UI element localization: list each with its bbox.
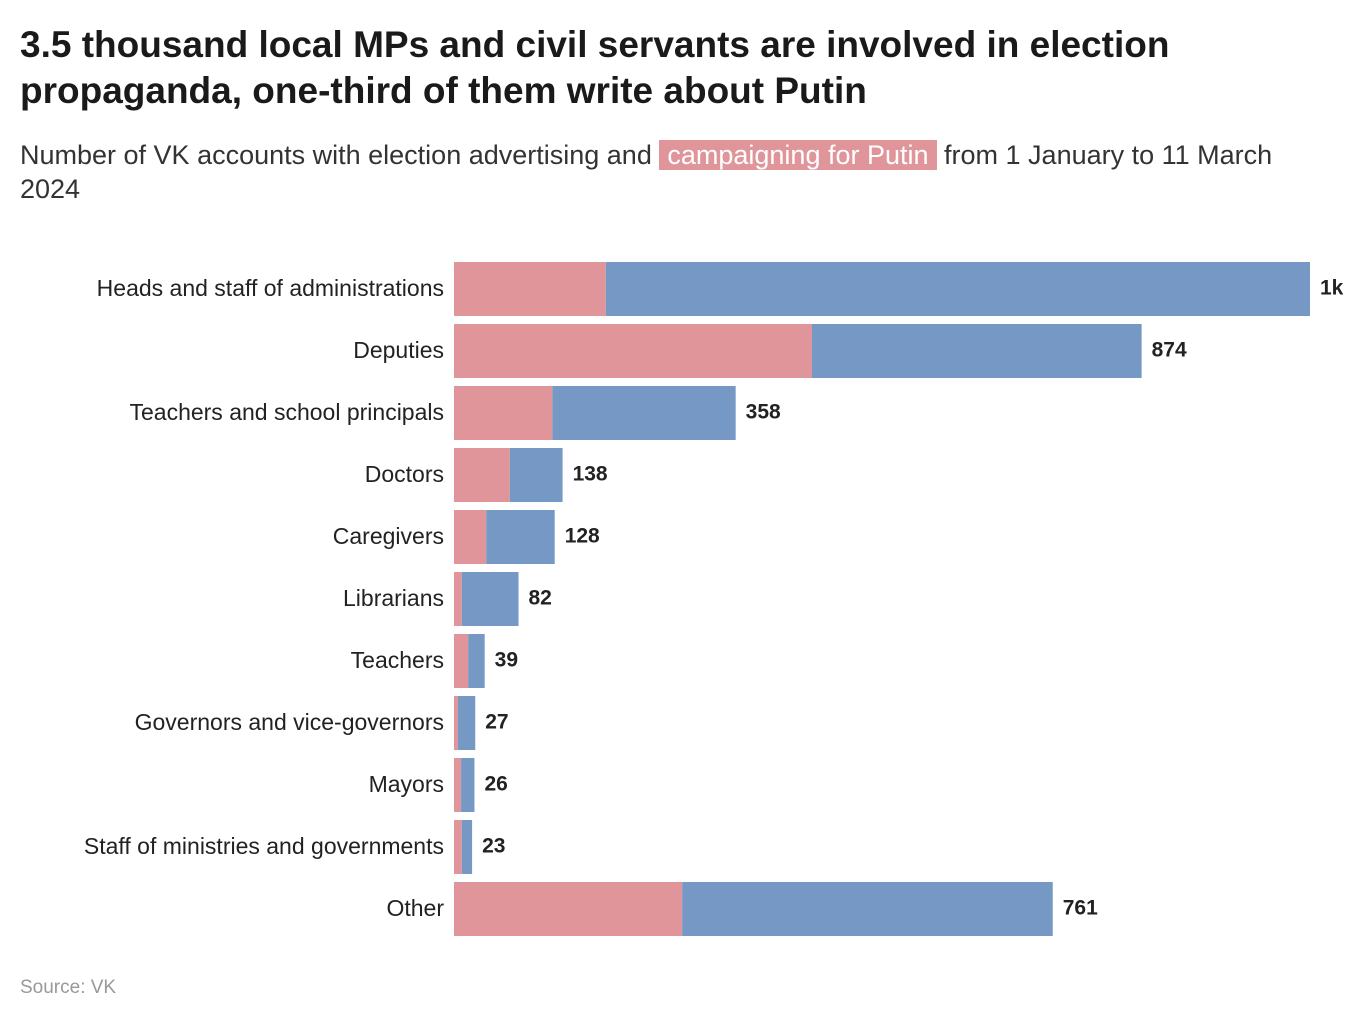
bar-segment <box>454 634 469 688</box>
bar-segment <box>454 324 812 378</box>
total-label: 27 <box>485 711 508 734</box>
bar-segment <box>486 510 555 564</box>
bar-segment <box>454 572 462 626</box>
y-tick-label: Doctors <box>365 461 444 487</box>
total-label: 874 <box>1152 339 1187 362</box>
bar-segment <box>552 386 736 440</box>
y-tick-label: Other <box>386 895 444 921</box>
total-label: 82 <box>529 587 552 610</box>
total-label: 358 <box>746 401 781 424</box>
bar-segment <box>454 882 683 936</box>
y-tick-label: Librarians <box>343 585 444 611</box>
bar-segment <box>454 820 462 874</box>
bar-segment <box>454 510 487 564</box>
bar-segment <box>461 572 519 626</box>
bar-segment <box>454 262 606 316</box>
y-tick-label: Teachers <box>351 647 444 673</box>
y-tick-label: Mayors <box>369 771 444 797</box>
y-tick-label: Governors and vice-governors <box>135 709 444 735</box>
bar-segment <box>461 820 473 874</box>
bar-segment <box>811 324 1142 378</box>
total-label: 128 <box>565 525 600 548</box>
subtitle-text: from 1 January to 11 March 2024 <box>20 140 1273 204</box>
y-tick-label: Caregivers <box>333 523 444 549</box>
total-label: 26 <box>484 773 507 796</box>
total-label: 761 <box>1063 897 1098 920</box>
bar-segment <box>454 386 553 440</box>
source: Source: VK <box>20 977 117 998</box>
bar-segment <box>682 882 1053 936</box>
bar-segment <box>461 758 475 812</box>
y-tick-label: Staff of ministries and governments <box>84 833 444 859</box>
y-tick-label: Deputies <box>353 337 444 363</box>
chart-title: 3.5 thousand local MPs and civil servant… <box>20 24 1170 111</box>
y-tick-label: Teachers and school principals <box>129 399 444 425</box>
total-label: 138 <box>573 463 608 486</box>
subtitle-text: Number of VK accounts with election adve… <box>20 140 652 170</box>
bar-segment <box>509 448 563 502</box>
total-label: 39 <box>495 649 518 672</box>
subtitle: Number of VK accounts with election adve… <box>20 138 1280 206</box>
y-tick-label: Heads and staff of administrations <box>97 275 444 301</box>
bar-segment <box>454 696 458 750</box>
bar-segment <box>605 262 1310 316</box>
bar-segment <box>468 634 485 688</box>
legend-entry: campaigning for Putin <box>659 140 937 170</box>
total-label: 23 <box>482 835 505 858</box>
bar-segment <box>454 448 510 502</box>
bar-segment <box>457 696 476 750</box>
bar-segment <box>454 758 462 812</box>
total-label: 1k <box>1320 277 1344 300</box>
